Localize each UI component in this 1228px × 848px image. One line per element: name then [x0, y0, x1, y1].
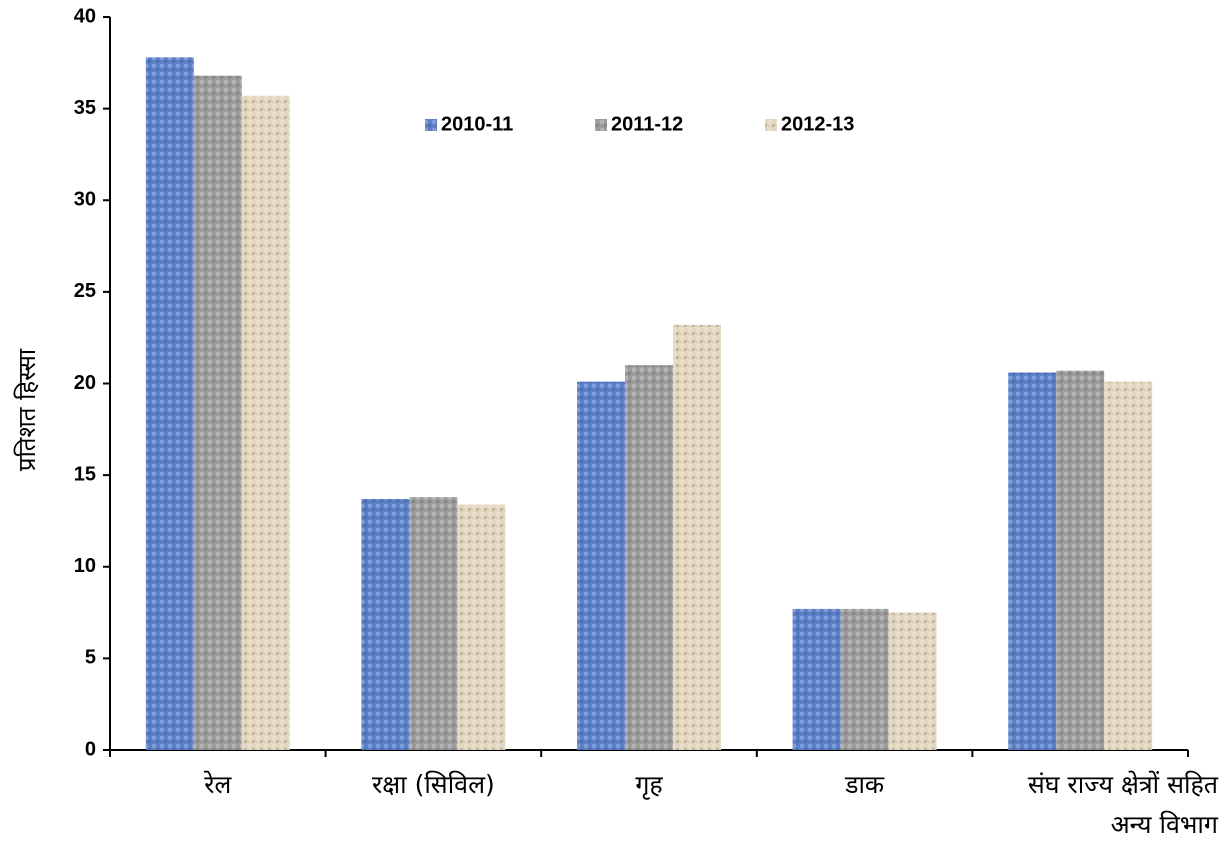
- y-tick-label: 0: [85, 738, 96, 760]
- legend-swatch: [425, 119, 437, 131]
- x-tick-label: रेल: [204, 770, 232, 799]
- bar: [888, 612, 937, 750]
- x-tick-label: गृह: [635, 770, 663, 799]
- y-tick-label: 25: [74, 280, 96, 302]
- x-tick-label: संघ राज्य क्षेत्रों सहित अन्य विभाग: [1027, 770, 1218, 839]
- legend-swatch: [595, 119, 607, 131]
- bar: [409, 497, 458, 750]
- bar: [673, 324, 721, 750]
- y-tick-label: 35: [74, 97, 96, 119]
- legend-label: 2010-11: [441, 113, 513, 135]
- legend-label: 2011-12: [611, 113, 683, 135]
- bar: [361, 498, 410, 750]
- bar: [457, 504, 506, 750]
- legend-swatch: [765, 119, 777, 131]
- bar: [193, 75, 242, 750]
- y-tick-label: 15: [74, 463, 96, 485]
- y-tick-label: 10: [74, 555, 96, 577]
- bar: [145, 57, 194, 750]
- y-tick-label: 20: [74, 372, 96, 394]
- x-tick-label: रक्षा (सिविल): [372, 770, 495, 799]
- y-tick-label: 30: [74, 189, 96, 211]
- bar: [241, 95, 290, 751]
- bar: [577, 381, 625, 750]
- y-tick-label: 40: [74, 5, 96, 27]
- bar: [1056, 370, 1105, 750]
- bar: [625, 365, 673, 750]
- bar: [1104, 381, 1153, 750]
- y-axis-label: प्रतिशत हिस्सा: [13, 348, 41, 471]
- legend-label: 2012-13: [781, 113, 854, 135]
- bar: [840, 608, 889, 750]
- bar: [792, 608, 841, 750]
- y-tick-label: 5: [85, 647, 96, 669]
- x-tick-label: डाक: [845, 770, 885, 799]
- bar: [1008, 372, 1057, 750]
